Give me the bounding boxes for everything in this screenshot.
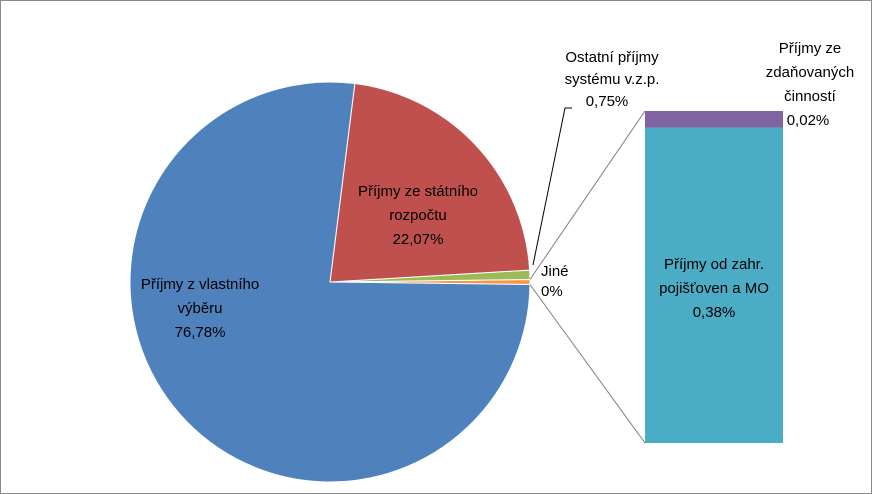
label-line: činností [784,88,837,105]
bar-segment [645,127,783,443]
label-line: 0,75% [586,93,629,110]
label-line: 22,07% [393,231,444,248]
label-line: 0% [541,283,563,300]
leader-line [532,107,572,266]
data-label: Příjmy ze státního rozpočtu 22,07% [358,183,478,248]
label-line: 0,02% [787,112,830,129]
data-label: Ostatní příjmy systému v.z.p. 0,75% [565,49,660,110]
label-line: Jiné [541,263,569,280]
data-label: Příjmy od zahr. pojišťoven a MO 0,38% [659,256,769,321]
label-line: Ostatní příjmy [565,49,659,66]
label-line: Příjmy ze státního [358,183,478,200]
label-line: Příjmy z vlastního [141,276,259,293]
bar-segment [645,111,783,128]
connector-line [529,284,646,444]
label-line: výběru [177,300,222,317]
label-line: 76,78% [175,324,226,341]
label-line: zdaňovaných [766,64,854,81]
pie-slice [129,81,531,483]
connector-line [529,110,646,280]
label-line: Příjmy od zahr. [664,256,764,273]
label-line: Příjmy ze [779,40,842,57]
label-line: rozpočtu [389,207,447,224]
label-line: systému v.z.p. [565,71,660,88]
data-label: Příjmy z vlastního výběru 76,78% [141,276,259,341]
label-line: 0,38% [693,304,736,321]
label-line: pojišťoven a MO [659,280,769,297]
data-label: Příjmy ze zdaňovaných činností 0,02% [766,40,854,129]
data-label: Jiné 0% [541,263,569,300]
pie-slice [329,82,531,283]
